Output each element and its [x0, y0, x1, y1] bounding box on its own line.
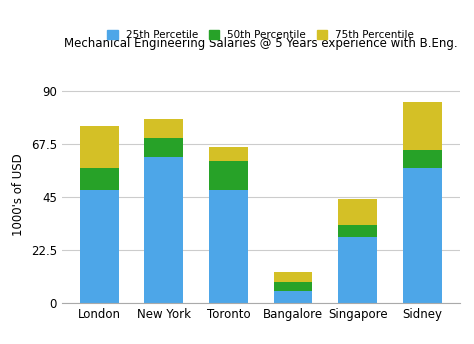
- Bar: [209, 190, 248, 303]
- Bar: [209, 147, 248, 161]
- Bar: [80, 169, 118, 190]
- Bar: [273, 272, 312, 281]
- Bar: [209, 161, 248, 190]
- Bar: [338, 199, 377, 225]
- Bar: [338, 225, 377, 237]
- Bar: [273, 291, 312, 303]
- Bar: [80, 126, 118, 169]
- Y-axis label: 1000's of USD: 1000's of USD: [12, 153, 25, 236]
- Bar: [80, 190, 118, 303]
- Bar: [403, 150, 442, 169]
- Bar: [403, 169, 442, 303]
- Bar: [145, 138, 183, 157]
- Bar: [273, 281, 312, 291]
- Bar: [403, 103, 442, 150]
- Bar: [338, 237, 377, 303]
- Bar: [145, 119, 183, 138]
- Title: Mechanical Engineering Salaries @ 5 Years experience with B.Eng.: Mechanical Engineering Salaries @ 5 Year…: [64, 37, 457, 50]
- Legend: 25th Percetile, 50th Percentile, 75th Percentile: 25th Percetile, 50th Percentile, 75th Pe…: [103, 26, 419, 44]
- Bar: [145, 157, 183, 303]
